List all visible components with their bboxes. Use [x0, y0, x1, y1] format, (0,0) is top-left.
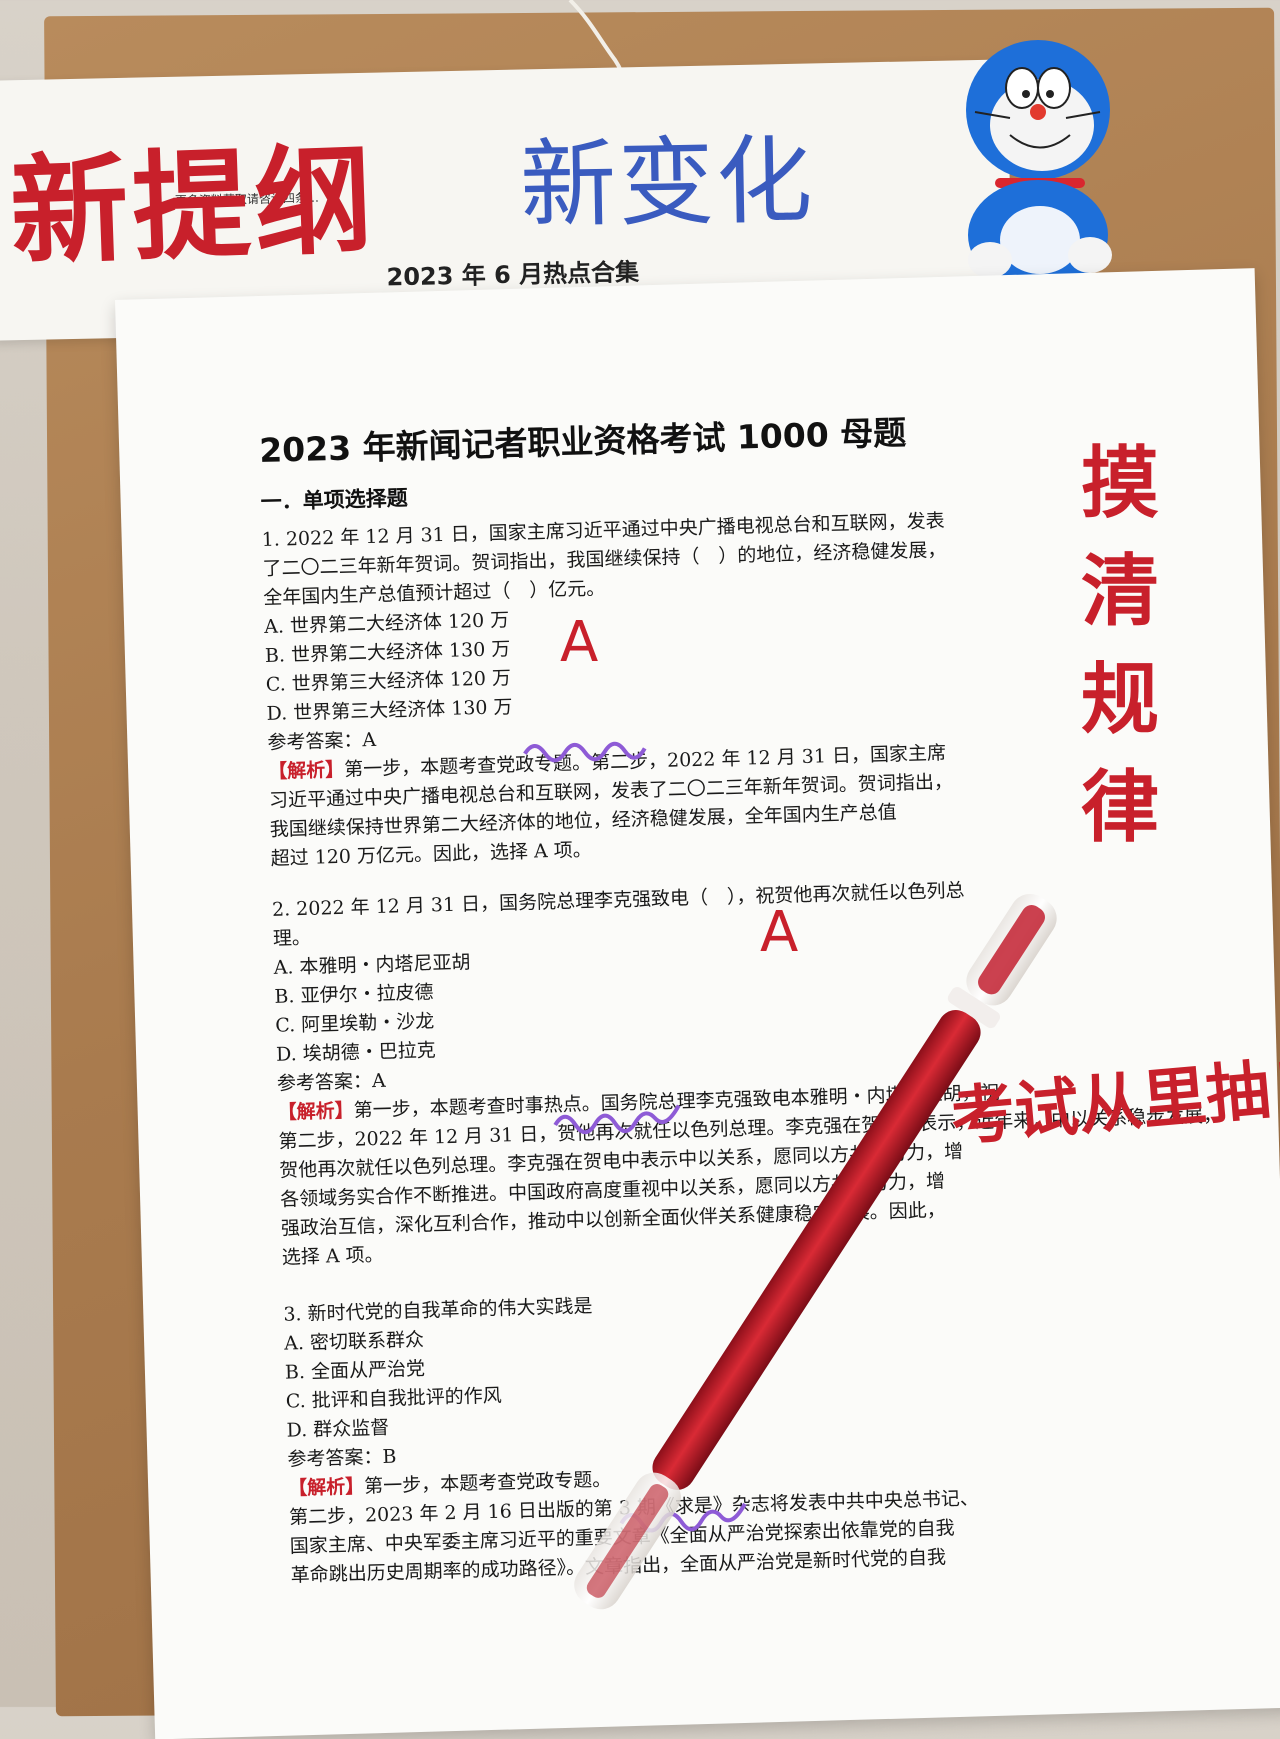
- section-heading: 一．单项选择题: [260, 485, 408, 515]
- handwritten-answer-mark: A: [760, 900, 799, 965]
- handwritten-vertical-note: 摸 清 规 律: [1075, 430, 1165, 862]
- handwritten-blue-title: 新变化: [519, 124, 816, 242]
- q3-analysis-tag: 【解析】: [287, 1475, 365, 1500]
- document-title: 2023 年新闻记者职业资格考试 1000 母题: [258, 412, 907, 471]
- purple-squiggle: [553, 1104, 681, 1135]
- purple-squiggle: [523, 741, 647, 763]
- vertical-char: 清: [1080, 546, 1159, 637]
- q2-analysis-tag: 【解析】: [277, 1099, 355, 1124]
- vertical-char: 律: [1080, 762, 1159, 853]
- doraemon-figurine: [966, 40, 1112, 293]
- handwritten-answer-mark: A: [560, 610, 599, 675]
- vertical-char: 摸: [1080, 438, 1159, 529]
- red-pen: [574, 893, 1057, 1610]
- handwritten-red-title: 新提纲: [8, 129, 379, 282]
- vertical-char: 规: [1080, 654, 1159, 745]
- q1-analysis-tag: 【解析】: [267, 758, 345, 783]
- question-1: 1. 2022 年 12 月 31 日，国家主席习近平通过中央广播电视总台和互联…: [261, 505, 1010, 874]
